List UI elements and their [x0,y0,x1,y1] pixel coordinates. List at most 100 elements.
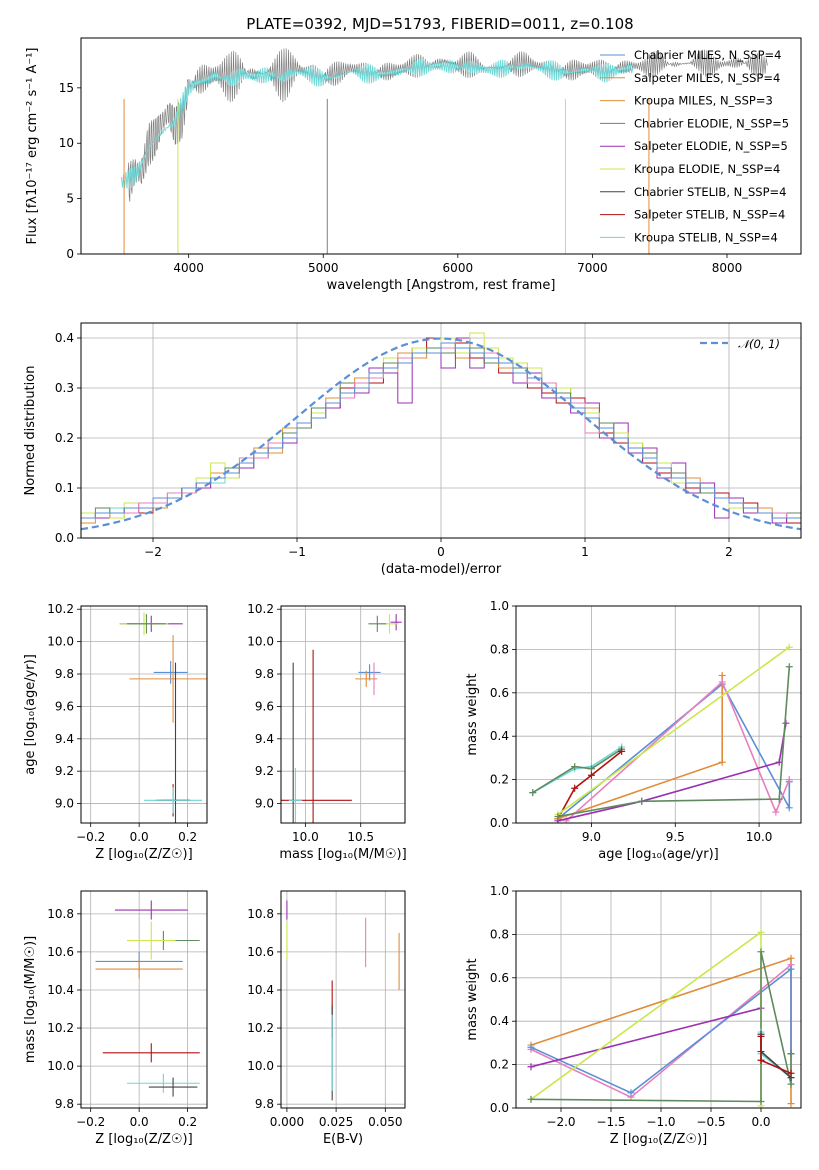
weight-point-marker [527,1063,535,1071]
y-tick-label: 9.8 [55,1097,74,1111]
y-tick-label: 10.2 [47,602,74,616]
legend-entry: Salpeter ELODIE, N_SSP=5 [634,139,788,153]
plot-area-mass-vs-ebv [286,900,400,1101]
y-tick-label: 0.4 [490,729,509,743]
y-tick-label: 15 [59,81,74,95]
axes-age-vs-mass: 10.0 10.5 9.0 9.2 9.4 9.6 9.8 10.0 10.2 mass [log… [247,602,406,862]
legend-entry: Kroupa STELIB, N_SSP=4 [634,230,778,244]
y-tick-label: 0.1 [55,481,74,495]
x-axis-label: Z [log₁₀(Z/Z☉)] [95,847,192,862]
axes-frame [80,605,208,824]
weight-point-marker [785,663,793,671]
x-tick-label: 2 [725,545,733,559]
y-axis-label: mass weight [465,958,480,1040]
y-axis-label: Normed distribution [23,366,38,496]
weight-series-line [532,748,623,794]
x-axis-label: wavelength [Angstrom, rest frame] [327,278,556,293]
axes-weight-vs-Z: −2.0 −1.5 −1.0 −0.5 0.0 0.0 0.2 0.4 0.6 0.8 1.0 Z [… [465,884,802,1147]
weight-point-marker [618,747,626,755]
weight-point-marker [571,784,579,792]
weight-point-marker [775,795,783,803]
y-tick-label: 1.0 [490,884,509,898]
legend-entry: Salpeter MILES, N_SSP=4 [634,71,780,85]
weight-point-marker [587,765,595,773]
y-tick-label: 10.2 [47,1021,74,1035]
x-tick-label: 4000 [173,261,204,275]
weight-point-marker [785,776,793,784]
y-tick-label: 9.6 [255,699,274,713]
y-tick-label: 0.8 [490,642,509,656]
x-tick-label: −0.5 [696,1115,725,1129]
weight-point-marker [757,1056,765,1064]
plot-area-age-vs-mass [281,614,402,823]
y-tick-label: 10.8 [47,907,74,921]
weight-point-marker [529,789,537,797]
plot-area-age-vs-Z [119,612,207,823]
legend-entry: Kroupa ELODIE, N_SSP=4 [634,162,780,176]
y-tick-label: 10.0 [47,635,74,649]
axes-frame [80,322,802,539]
x-axis-label: age [log₁₀(age/yr)] [598,847,719,862]
axes-frame [280,890,406,1109]
y-tick-label: 0.0 [490,1101,509,1115]
weight-point-marker [785,643,793,651]
weight-series-line [557,666,791,818]
weight-point-marker [627,1089,635,1097]
weight-point-marker [757,948,765,956]
y-tick-label: 10.6 [247,945,274,959]
y-axis-label: mass [log₁₀(M/M☉)] [23,936,38,1063]
weight-point-marker [554,812,562,820]
y-tick-label: 9.8 [55,667,74,681]
spectrum-legend: Chabrier MILES, N_SSP=4 Salpeter MILES, N… [600,48,789,244]
axes-frame [515,890,802,1109]
x-axis-label: Z [log₁₀(Z/Z☉)] [610,1132,707,1147]
y-tick-label: 0.6 [490,971,509,985]
weight-point-marker [587,771,595,779]
weight-point-marker [718,758,726,766]
axes-age-vs-Z: −0.2 0.0 0.2 9.0 9.2 9.4 9.6 9.8 10.0 10.2 Z [log₁… [23,602,208,862]
y-tick-label: 9.8 [255,1097,274,1111]
x-tick-label: −2.0 [546,1115,575,1129]
x-tick-label: −1 [288,545,306,559]
legend-entry: 𝒩(0, 1) [738,337,780,351]
x-tick-label: −1.0 [646,1115,675,1129]
weight-point-marker [787,1080,795,1088]
plot-area-residual-histogram [81,332,801,538]
weight-series-line [557,723,787,822]
legend-entry: Chabrier STELIB, N_SSP=4 [634,185,786,199]
plot-area-weight-vs-Z [527,928,795,1108]
x-tick-label: −2 [144,545,162,559]
y-tick-label: 10.0 [247,635,274,649]
y-tick-label: 0.6 [490,686,509,700]
legend-entry: Kroupa MILES, N_SSP=3 [634,94,773,108]
x-tick-label: 10.0 [292,830,319,844]
plot-area-mass-vs-Z [95,900,200,1097]
y-tick-label: 10.6 [47,945,74,959]
y-tick-label: 9.2 [55,764,74,778]
axes-frame [80,890,208,1109]
axes-weight-vs-age: 9.0 9.5 10.0 0.0 0.2 0.4 0.6 0.8 1.0 age [log₁₀(a… [465,599,802,862]
x-axis-label: Z [log₁₀(Z/Z☉)] [95,1132,192,1147]
histogram-step [81,342,801,538]
weight-point-marker [787,1050,795,1058]
normal-curve [81,337,801,531]
weight-point-marker [757,1032,765,1040]
x-tick-label: 0.0 [751,1115,770,1129]
weight-series-line [557,750,623,820]
legend-entry: Chabrier MILES, N_SSP=4 [634,48,781,62]
y-tick-label: 10.2 [247,1021,274,1035]
x-tick-label: 1 [581,545,589,559]
y-tick-label: 9.2 [255,764,274,778]
weight-point-marker [718,678,726,686]
y-tick-label: 5 [66,192,74,206]
y-tick-label: 0.3 [55,381,74,395]
legend-entry: Salpeter STELIB, N_SSP=4 [634,208,785,222]
y-tick-label: 0.2 [55,431,74,445]
weight-point-marker [718,671,726,679]
x-tick-label: 0.0 [130,830,149,844]
x-tick-label: 10.0 [746,830,773,844]
histogram-legend: 𝒩(0, 1) [700,337,780,351]
weight-point-marker [757,928,765,936]
x-tick-label: 0.025 [319,1115,353,1129]
